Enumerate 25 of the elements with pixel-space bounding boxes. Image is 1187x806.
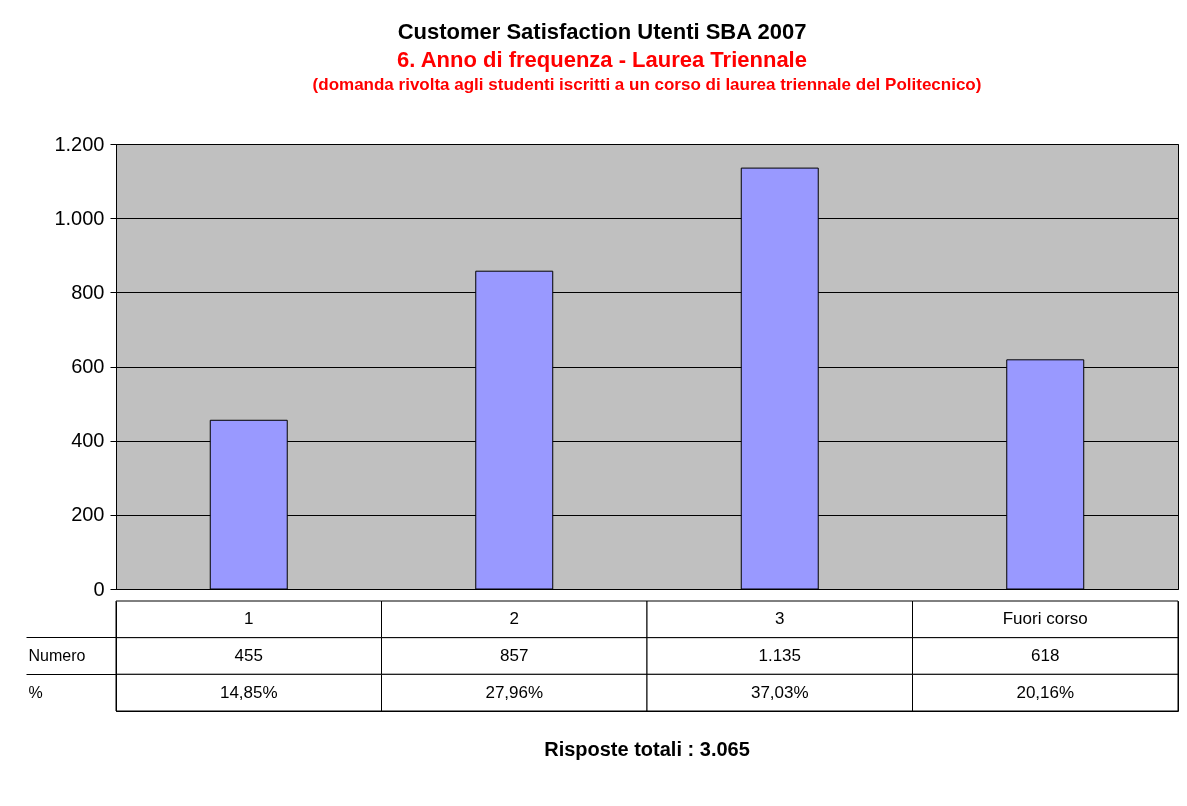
y-tick-label: 1.000 — [54, 206, 105, 229]
text: Risposte totali : 3.065 — [544, 737, 750, 760]
y-tick-label: 1.200 — [54, 132, 105, 155]
x-tick-label: 2 — [509, 609, 519, 629]
data-label: 455 — [234, 646, 263, 665]
y-tick-label: 200 — [71, 503, 105, 526]
y-tick-label: 800 — [71, 280, 105, 303]
x-tick-label: 1 — [244, 609, 254, 629]
text: Numero — [28, 647, 86, 664]
chart-title: Customer Satisfaction Utenti SBA 2007 — [397, 18, 807, 44]
chart-subtitle: 6. Anno di frequenza - Laurea Triennale — [397, 46, 807, 72]
y-tick-label: 400 — [71, 429, 105, 452]
y-tick-label: 0 — [93, 577, 105, 600]
data-label: 1.135 — [758, 646, 802, 665]
text: 14,85% — [219, 682, 278, 702]
x-tick-label: Fuori corso — [1002, 609, 1088, 629]
y-tick-label: 600 — [71, 355, 105, 377]
data-label: 857 — [500, 646, 529, 665]
text: 27,96% — [485, 682, 544, 702]
data-label: 618 — [1031, 646, 1060, 665]
text: 37,03% — [750, 682, 809, 702]
text: 20,16% — [1016, 682, 1075, 702]
x-tick-label: 3 — [775, 609, 785, 629]
text: % — [28, 683, 43, 701]
text: (domanda rivolta agli studenti iscritti a un corso di laurea triennale del Politecnico) — [312, 75, 982, 94]
